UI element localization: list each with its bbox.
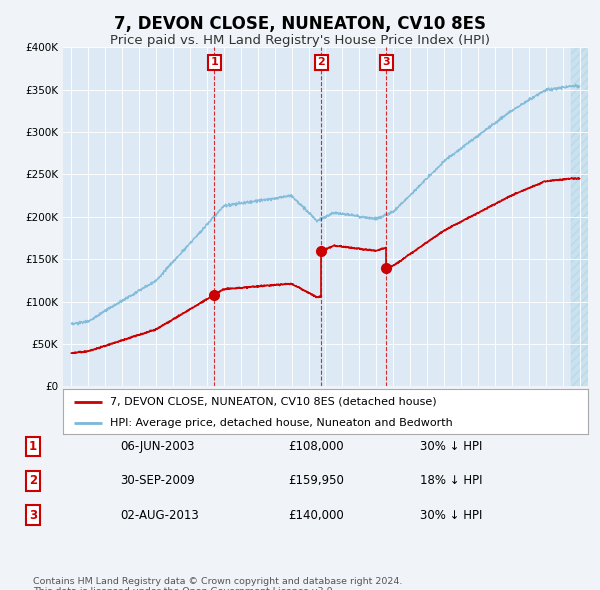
Text: 18% ↓ HPI: 18% ↓ HPI	[420, 474, 482, 487]
Text: £108,000: £108,000	[288, 440, 344, 453]
Text: 30% ↓ HPI: 30% ↓ HPI	[420, 509, 482, 522]
Text: 30-SEP-2009: 30-SEP-2009	[120, 474, 195, 487]
Text: Contains HM Land Registry data © Crown copyright and database right 2024.
This d: Contains HM Land Registry data © Crown c…	[33, 577, 403, 590]
Text: HPI: Average price, detached house, Nuneaton and Bedworth: HPI: Average price, detached house, Nune…	[110, 418, 453, 428]
Text: 3: 3	[382, 57, 390, 67]
Text: 3: 3	[29, 509, 37, 522]
Text: 1: 1	[211, 57, 218, 67]
Text: Price paid vs. HM Land Registry's House Price Index (HPI): Price paid vs. HM Land Registry's House …	[110, 34, 490, 47]
Text: £140,000: £140,000	[288, 509, 344, 522]
Text: 1: 1	[29, 440, 37, 453]
Text: 06-JUN-2003: 06-JUN-2003	[120, 440, 194, 453]
Text: 7, DEVON CLOSE, NUNEATON, CV10 8ES: 7, DEVON CLOSE, NUNEATON, CV10 8ES	[114, 15, 486, 33]
Text: 7, DEVON CLOSE, NUNEATON, CV10 8ES (detached house): 7, DEVON CLOSE, NUNEATON, CV10 8ES (deta…	[110, 397, 437, 407]
Text: 30% ↓ HPI: 30% ↓ HPI	[420, 440, 482, 453]
Text: 2: 2	[317, 57, 325, 67]
Text: 02-AUG-2013: 02-AUG-2013	[120, 509, 199, 522]
Text: 2: 2	[29, 474, 37, 487]
Text: £159,950: £159,950	[288, 474, 344, 487]
